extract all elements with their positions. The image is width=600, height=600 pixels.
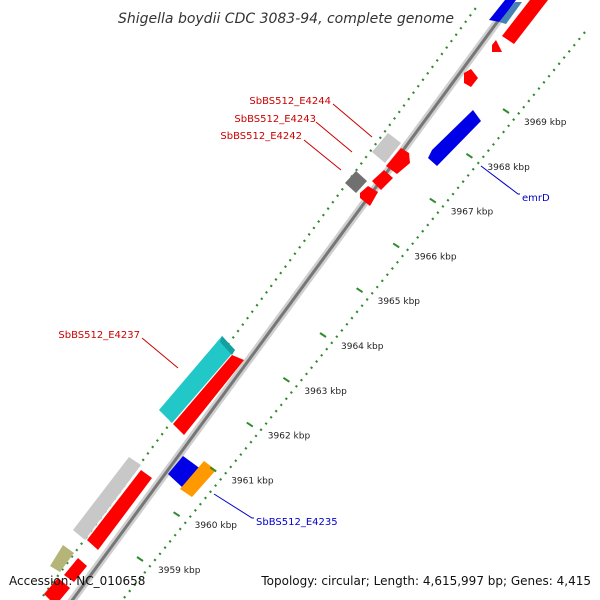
gene-E4237[interactable]	[159, 336, 235, 423]
label-E4244: SbBS512_E4244	[249, 96, 331, 107]
scale-tick-mark	[356, 287, 364, 294]
gene-blue-small[interactable]	[168, 456, 202, 488]
gene-E4235[interactable]	[180, 461, 216, 497]
scale-tick-mark	[465, 152, 473, 159]
scale-tick-mark	[209, 466, 217, 473]
label-emrD: emrD	[522, 193, 550, 204]
scale-tick-mark	[502, 108, 510, 114]
scale-tick-label: 3961 kbp	[231, 476, 274, 486]
scale-tick-label: 3967 kbp	[451, 208, 494, 218]
gene-red-small[interactable]	[464, 69, 478, 87]
gene-E4242[interactable]	[345, 171, 367, 193]
scale-tick-label: 3962 kbp	[268, 432, 311, 442]
gene-E4237-shade	[220, 336, 235, 355]
leader-E4237	[141, 337, 179, 369]
scale-tick-label: 3969 kbp	[524, 118, 567, 128]
gene-red-arrow-top[interactable]	[492, 40, 502, 52]
scale-tick-mark	[429, 197, 437, 204]
leader-emrD	[480, 165, 520, 195]
gene-E4244[interactable]	[372, 133, 401, 163]
gene-red-long-mid[interactable]	[173, 355, 244, 435]
label-E4243: SbBS512_E4243	[234, 114, 316, 125]
gene-gray-lower[interactable]	[73, 457, 141, 540]
gene-red-lower-long[interactable]	[87, 470, 152, 550]
gene-red-top[interactable]	[502, 0, 548, 44]
genome-backbone	[70, 1, 514, 600]
label-E4235: SbBS512_E4235	[256, 517, 338, 528]
scale-tick-label: 3966 kbp	[414, 252, 457, 262]
leader-E4242	[303, 139, 342, 171]
scale-tick-mark	[136, 556, 144, 562]
gene-olive[interactable]	[50, 545, 74, 572]
genome-summary: Topology: circular; Length: 4,615,997 bp…	[260, 574, 591, 588]
inner-dotted-ruler	[123, 31, 586, 599]
leader-E4244	[332, 103, 373, 138]
gene-blue-top[interactable]	[489, 0, 516, 22]
scale-tick-mark	[282, 376, 290, 383]
label-E4237: SbBS512_E4237	[58, 330, 140, 341]
label-leaders	[141, 103, 520, 519]
scale-ticks: 3959 kbp 3960 kbp 3961 kbp 3962 kbp 3963 kbp…	[136, 108, 567, 576]
scale-tick-mark	[173, 511, 181, 518]
scale-tick-label: 3968 kbp	[487, 163, 530, 173]
leader-E4243	[315, 121, 353, 153]
label-E4242: SbBS512_E4242	[220, 131, 302, 142]
gene-emrD[interactable]	[428, 110, 481, 166]
gene-red-c[interactable]	[360, 186, 378, 206]
leader-E4235	[213, 493, 254, 519]
map-title: Shigella boydii CDC 3083-94, complete ge…	[118, 11, 454, 27]
scale-tick-mark	[246, 421, 254, 428]
scale-tick-label: 3964 kbp	[341, 342, 384, 352]
gene-red-b[interactable]	[372, 170, 393, 190]
gene-steel-top[interactable]	[499, 2, 522, 24]
gene-red-bottom2[interactable]	[44, 578, 70, 600]
gene-red-a[interactable]	[386, 148, 410, 174]
accession: Accession: NC_010658	[9, 574, 145, 588]
scale-tick-mark	[392, 242, 400, 249]
scale-tick-label: 3963 kbp	[304, 387, 347, 397]
gene-features	[44, 0, 548, 600]
scale-tick-label: 3959 kbp	[158, 566, 201, 576]
gene-red-bottom[interactable]	[64, 558, 87, 582]
scale-tick-label: 3960 kbp	[195, 521, 238, 531]
scale-tick-mark	[319, 332, 327, 338]
scale-tick-label: 3965 kbp	[378, 297, 421, 307]
